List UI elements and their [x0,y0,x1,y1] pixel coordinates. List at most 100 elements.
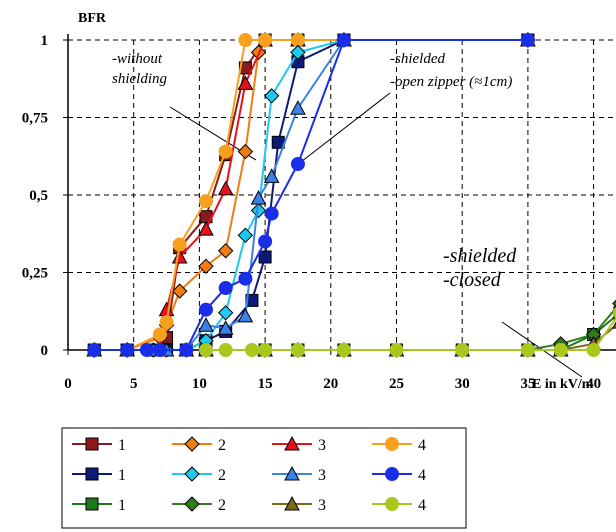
legend-label: 4 [418,437,426,454]
data-point [258,343,273,357]
legend-item: 1 [72,437,126,454]
data-point [290,343,305,357]
data-point [520,33,535,47]
data-point [244,343,259,357]
y-tick-label: 0,75 [22,111,48,127]
legend-marker [385,497,399,511]
data-point [258,33,273,47]
data-point [263,168,280,183]
y-tick-label: 1 [41,33,49,49]
legend-marker [284,435,300,451]
data-point [217,180,234,196]
annotation-label: -shielded [443,245,517,267]
data-point [612,306,616,319]
data-point [217,320,234,335]
data-point [612,299,616,308]
y-tick-label: 0,25 [22,266,48,282]
legend-item: 1 [72,497,126,514]
legend-label: 2 [218,467,226,484]
x-tick-label: 20 [323,376,338,392]
data-point [553,343,568,357]
legend-label: 2 [218,497,226,514]
data-point [152,343,167,357]
data-point [336,33,351,47]
legend-label: 2 [218,437,226,454]
data-point [198,221,214,236]
legend-label: 3 [318,437,326,454]
data-point [172,237,187,252]
data-point [455,343,470,357]
annotation-label: shielding [112,71,167,87]
data-point [159,315,174,330]
data-point [139,343,154,357]
x-axis-title: E in kV/m [532,377,594,392]
data-point [290,157,305,171]
x-tick-label: 15 [258,376,273,392]
y-axis-title: BFR [78,11,107,26]
data-point [198,317,214,332]
legend-marker [284,495,300,511]
legend-item: 2 [172,466,226,484]
annotation-leader [296,92,391,166]
series-group [86,31,616,358]
data-point [245,293,259,307]
legend-label: 1 [118,497,126,514]
data-point [520,343,535,357]
legend-label: 3 [318,467,326,484]
data-point [290,44,306,61]
data-point [238,33,253,47]
legend-item: 1 [72,467,126,484]
legend-label: 4 [418,497,426,514]
data-point [87,343,102,357]
data-point [258,250,272,264]
data-point [217,243,234,259]
data-point [179,343,194,357]
legend-marker [184,466,200,482]
data-point [250,202,267,219]
data-point [217,305,234,321]
data-point [237,307,254,323]
legend-marker [85,497,99,511]
data-point [218,281,233,295]
data-point [290,100,306,115]
data-point [198,258,214,275]
legend-marker [385,467,399,481]
data-point [120,343,135,357]
legend-item: 4 [372,437,426,454]
legend-item: 2 [172,496,226,514]
data-point [612,321,616,329]
data-point [218,343,233,357]
x-tick-label: 5 [130,376,138,392]
legend-item: 3 [272,435,326,454]
annotation-label: -closed [443,269,502,291]
annotation-label: -shielded [390,51,445,67]
data-point [198,343,213,357]
legend-marker [85,467,99,481]
legend-item: 4 [372,467,426,484]
legend: 1 2 3 4 1 2 3 4 1 2 3 4 [61,427,467,529]
legend-label: 3 [318,497,326,514]
legend-label: 4 [418,467,426,484]
x-tick-label: 10 [192,376,207,392]
x-tick-label: 35 [520,376,535,392]
annotation-label: -without [112,51,163,67]
data-point [171,283,188,299]
data-point [237,143,254,160]
data-point [336,343,351,357]
y-tick-label: 0 [41,343,49,359]
series-8 [87,33,535,357]
legend-marker [184,436,200,452]
legend-item: 3 [272,465,326,484]
x-tick-label: 40 [586,376,601,392]
data-point [264,206,279,221]
tick-labels: 0 5 10 15 20 25 30 35 40 0 0,25 0,5 0,75 1 [22,33,601,392]
data-point [250,190,267,205]
data-point [290,33,305,47]
data-point [198,194,213,209]
x-tick-label: 0 [64,376,72,392]
data-point [258,234,273,249]
legend-marker [85,437,99,451]
legend-label: 1 [118,437,126,454]
x-tick-label: 30 [455,376,470,392]
